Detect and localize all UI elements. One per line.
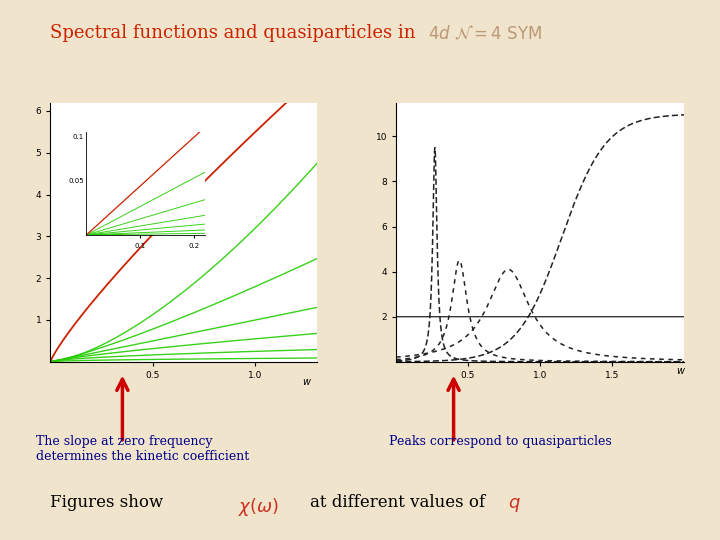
Text: 0.1: 0.1 — [73, 134, 84, 140]
Text: Spectral functions and quasiparticles in: Spectral functions and quasiparticles in — [50, 24, 416, 42]
Text: Figures show: Figures show — [50, 494, 163, 511]
Text: The slope at zero frequency
determines the kinetic coefficient: The slope at zero frequency determines t… — [36, 435, 249, 463]
Text: w: w — [675, 366, 684, 376]
Text: $q$: $q$ — [508, 496, 521, 514]
Text: w: w — [302, 377, 310, 387]
Text: $4d\ \mathcal{N}=4\ \mathrm{SYM}$: $4d\ \mathcal{N}=4\ \mathrm{SYM}$ — [428, 24, 543, 42]
Text: at different values of: at different values of — [310, 494, 485, 511]
Text: $\chi(\omega)$: $\chi(\omega)$ — [238, 496, 279, 518]
Text: Peaks correspond to quasiparticles: Peaks correspond to quasiparticles — [389, 435, 611, 448]
Text: 0.05: 0.05 — [68, 178, 84, 185]
